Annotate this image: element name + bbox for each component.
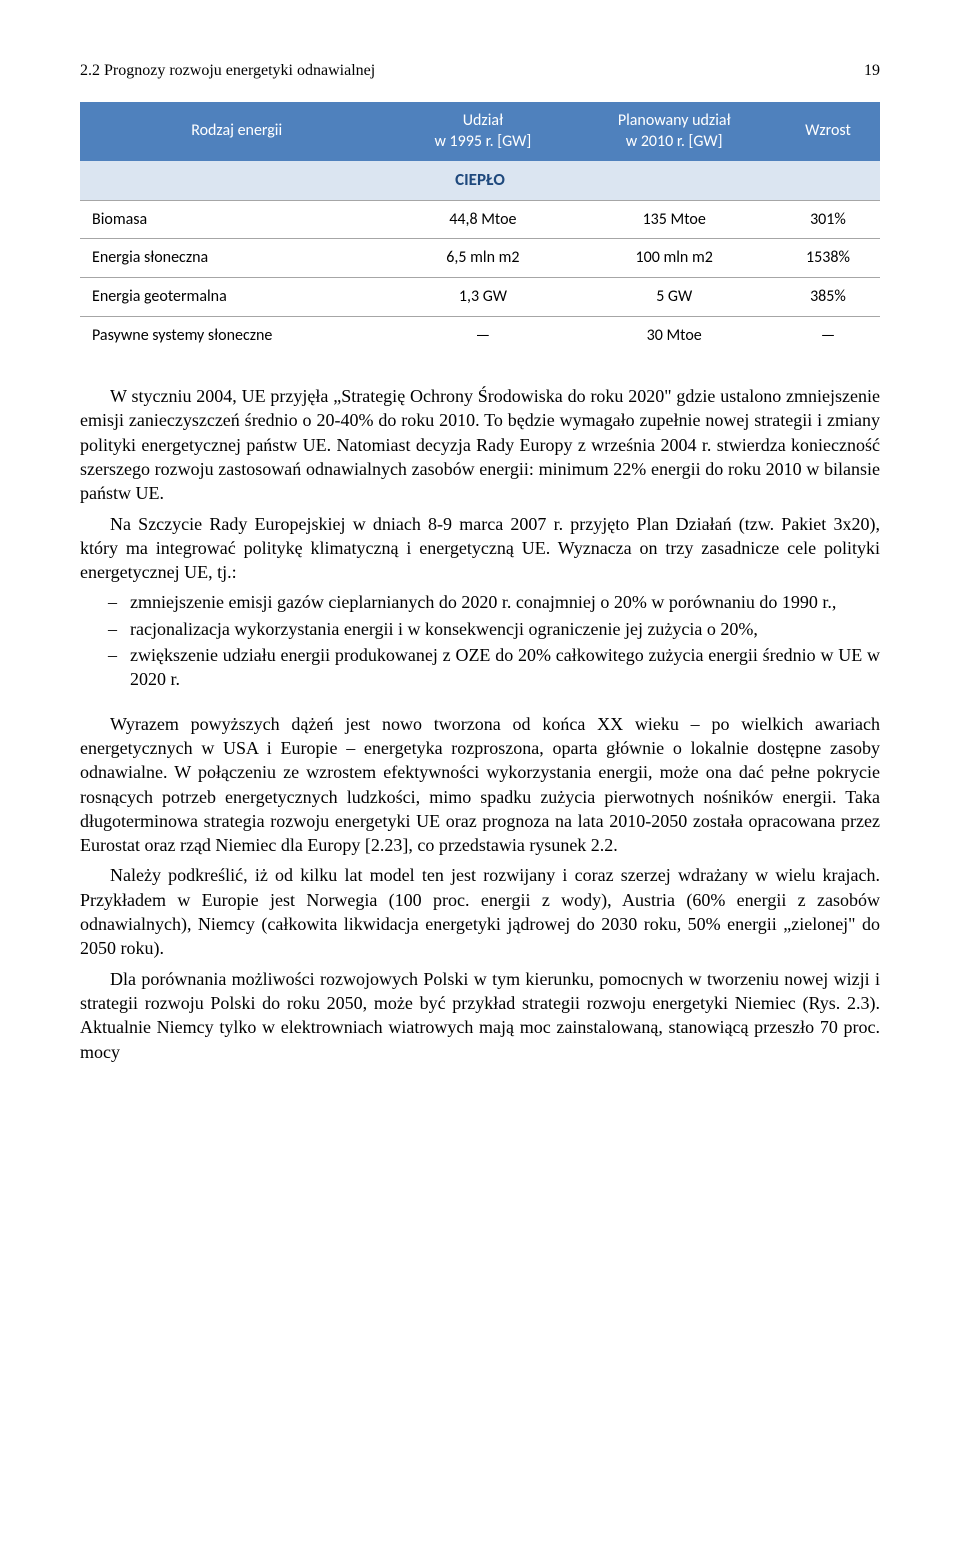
col-header-growth: Wzrost: [776, 102, 880, 161]
table-section-label: CIEPŁO: [80, 161, 880, 200]
col-header-1995: Udział w 1995 r. [GW]: [393, 102, 572, 161]
table-cell: 135 Mtoe: [572, 200, 775, 239]
table-row: Energia geotermalna 1,3 GW 5 GW 385%: [80, 277, 880, 316]
table-cell: —: [393, 316, 572, 354]
list-item: zwiększenie udziału energii produkowanej…: [130, 643, 880, 692]
paragraph: Dla porównania możliwości rozwojowych Po…: [80, 967, 880, 1064]
paragraph: W styczniu 2004, UE przyjęła „Strategię …: [80, 384, 880, 505]
table-cell: 301%: [776, 200, 880, 239]
list-item: racjonalizacja wykorzystania energii i w…: [130, 617, 880, 641]
table-section-row: CIEPŁO: [80, 161, 880, 200]
col-header-type: Rodzaj energii: [80, 102, 393, 161]
table-cell: —: [776, 316, 880, 354]
table-cell: 6,5 mln m2: [393, 239, 572, 278]
table-cell: Energia słoneczna: [80, 239, 393, 278]
table-cell: 1,3 GW: [393, 277, 572, 316]
table-cell: Energia geotermalna: [80, 277, 393, 316]
table-cell: 1538%: [776, 239, 880, 278]
paragraph: Wyrazem powyższych dążeń jest nowo tworz…: [80, 712, 880, 858]
paragraph: Należy podkreślić, iż od kilku lat model…: [80, 863, 880, 960]
table-cell: 44,8 Mtoe: [393, 200, 572, 239]
bullet-list: zmniejszenie emisji gazów cieplarnianych…: [80, 590, 880, 691]
table-cell: 100 mln m2: [572, 239, 775, 278]
section-title: 2.2 Prognozy rozwoju energetyki odnawial…: [80, 62, 375, 79]
table-cell: 385%: [776, 277, 880, 316]
list-item: zmniejszenie emisji gazów cieplarnianych…: [130, 590, 880, 614]
col-header-2010: Planowany udział w 2010 r. [GW]: [572, 102, 775, 161]
table-cell: 5 GW: [572, 277, 775, 316]
page-number: 19: [864, 60, 880, 82]
table-row: Pasywne systemy słoneczne — 30 Mtoe —: [80, 316, 880, 354]
table-row: Energia słoneczna 6,5 mln m2 100 mln m2 …: [80, 239, 880, 278]
page-header: 2.2 Prognozy rozwoju energetyki odnawial…: [80, 60, 880, 82]
table-cell: 30 Mtoe: [572, 316, 775, 354]
table-row: Biomasa 44,8 Mtoe 135 Mtoe 301%: [80, 200, 880, 239]
paragraph: Na Szczycie Rady Europejskiej w dniach 8…: [80, 512, 880, 585]
table-cell: Pasywne systemy słoneczne: [80, 316, 393, 354]
energy-table: Rodzaj energii Udział w 1995 r. [GW] Pla…: [80, 102, 880, 355]
table-cell: Biomasa: [80, 200, 393, 239]
